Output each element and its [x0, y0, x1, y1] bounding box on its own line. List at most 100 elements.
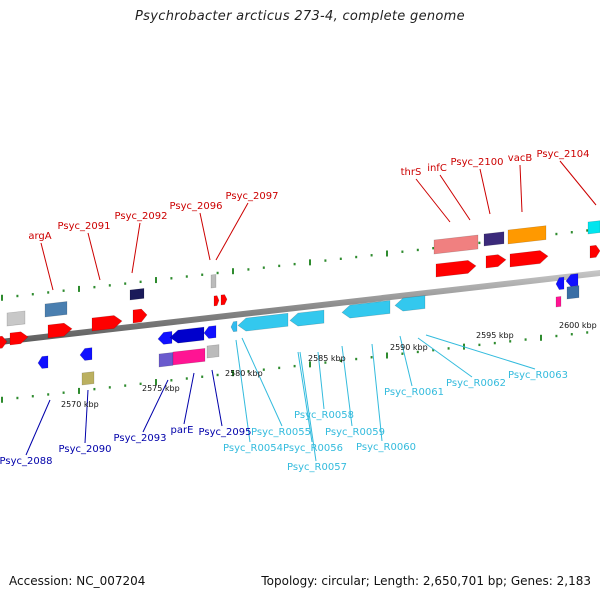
reverse-arrow — [37, 355, 49, 369]
gene-box — [507, 225, 547, 245]
scale-labels: 2570 kbp 2575 kbp 2580 kbp 2585 kbp 2590 kbp… — [61, 321, 597, 409]
gene-label: Psyc_R0056 — [283, 443, 343, 454]
gene-box — [206, 344, 220, 359]
gene-label: Psyc_R0055 — [251, 427, 311, 438]
scale-label: 2585 kbp — [308, 354, 346, 363]
label-connector — [183, 372, 195, 425]
reverse-arrow — [555, 276, 565, 290]
gene-box — [172, 348, 206, 366]
label-connector — [241, 337, 283, 427]
forward-arrow — [435, 260, 477, 278]
gene-label: Psyc_R0058 — [294, 410, 354, 421]
gene-features — [0, 220, 600, 386]
gene-label: Psyc_2096 — [170, 201, 223, 212]
gene-box — [158, 352, 174, 368]
tick-marks — [1, 229, 589, 403]
forward-arrow — [485, 254, 507, 269]
rna-arrow — [237, 312, 289, 332]
gene-label: Psyc_2092 — [115, 211, 168, 222]
label-connector — [211, 369, 223, 427]
gene-label: Psyc_2088 — [0, 456, 52, 467]
label-connector — [439, 174, 471, 221]
label-connector — [399, 335, 413, 387]
gene-label: Psyc_R0062 — [446, 378, 506, 389]
gene-label: argA — [28, 231, 51, 242]
rna-arrow — [341, 300, 391, 319]
gene-box — [81, 371, 95, 386]
reverse-arrow — [79, 347, 93, 361]
label-connector — [84, 389, 89, 444]
rna-arrow — [394, 295, 426, 312]
label-connector — [415, 178, 451, 223]
gene-box — [566, 285, 580, 300]
label-connectors — [25, 160, 597, 462]
label-connector — [425, 334, 536, 370]
scale-label: 2575 kbp — [142, 384, 180, 393]
label-connector — [479, 168, 491, 215]
gene-label: Psyc_R0054 — [223, 443, 283, 454]
gene-label: Psyc_R0063 — [508, 370, 568, 381]
gene-label: Psyc_R0061 — [384, 387, 444, 398]
gene-box — [210, 274, 217, 289]
gene-label: infC — [427, 163, 447, 174]
gene-label: Psyc_2090 — [59, 444, 112, 455]
forward-arrow — [91, 315, 123, 332]
label-connector — [87, 232, 101, 281]
forward-arrow — [589, 244, 600, 259]
scale-label: 2595 kbp — [476, 331, 514, 340]
accession-text: Accession: NC_007204 — [9, 574, 146, 588]
gene-label: Psyc_2097 — [226, 191, 279, 202]
scale-label: 2600 kbp — [559, 321, 597, 330]
reverse-arrow — [565, 273, 579, 287]
gene-label: Psyc_2100 — [451, 157, 504, 168]
gene-box — [555, 296, 562, 308]
label-connector — [341, 345, 353, 427]
label-connector — [142, 379, 169, 433]
label-connector — [215, 202, 249, 261]
label-connector — [559, 160, 597, 206]
scale-label: 2590 kbp — [390, 343, 428, 352]
genome-backbone — [0, 270, 600, 345]
label-connector — [25, 399, 51, 456]
reverse-arrow — [169, 326, 205, 344]
gene-box — [44, 301, 68, 318]
topology-text: Topology: circular; Length: 2,650,701 bp… — [261, 574, 591, 588]
gene-labels: argA Psyc_2091 Psyc_2092Psyc_2096Psyc_2097… — [0, 149, 589, 473]
gene-box — [433, 234, 479, 255]
label-connector — [519, 164, 523, 213]
rna-arrow — [230, 320, 238, 333]
reverse-arrow — [203, 325, 217, 339]
label-connector — [235, 339, 251, 443]
scale-label: 2580 kbp — [225, 369, 263, 378]
forward-arrow — [213, 295, 220, 307]
reverse-arrow — [157, 331, 173, 345]
gene-label: thrS — [401, 167, 422, 178]
gene-label: vacB — [508, 153, 533, 164]
gene-box — [483, 231, 505, 247]
label-connector — [417, 337, 473, 378]
forward-arrow — [47, 322, 73, 339]
label-connector — [297, 351, 313, 443]
gene-label: Psyc_2093 — [114, 433, 167, 444]
backbone-bar — [0, 270, 600, 345]
rna-arrow — [289, 309, 325, 327]
gene-label: Psyc_R0060 — [356, 442, 416, 453]
label-connector — [299, 351, 317, 462]
scale-label: 2570 kbp — [61, 400, 99, 409]
gene-label: parE — [171, 425, 194, 436]
gene-box — [6, 310, 26, 327]
gene-label: Psyc_R0057 — [287, 462, 347, 473]
gene-label: Psyc_2091 — [58, 221, 111, 232]
gene-label: Psyc_R0059 — [325, 427, 385, 438]
forward-arrow — [132, 308, 148, 324]
forward-arrow — [9, 331, 29, 346]
map-title: Psychrobacter arcticus 273-4, complete g… — [135, 9, 465, 24]
gene-box — [129, 288, 145, 301]
gene-label: Psyc_2104 — [537, 149, 590, 160]
forward-arrow — [0, 335, 8, 349]
label-connector — [317, 351, 325, 410]
forward-arrow — [509, 250, 549, 268]
gene-box — [587, 220, 600, 235]
label-connector — [40, 242, 54, 291]
